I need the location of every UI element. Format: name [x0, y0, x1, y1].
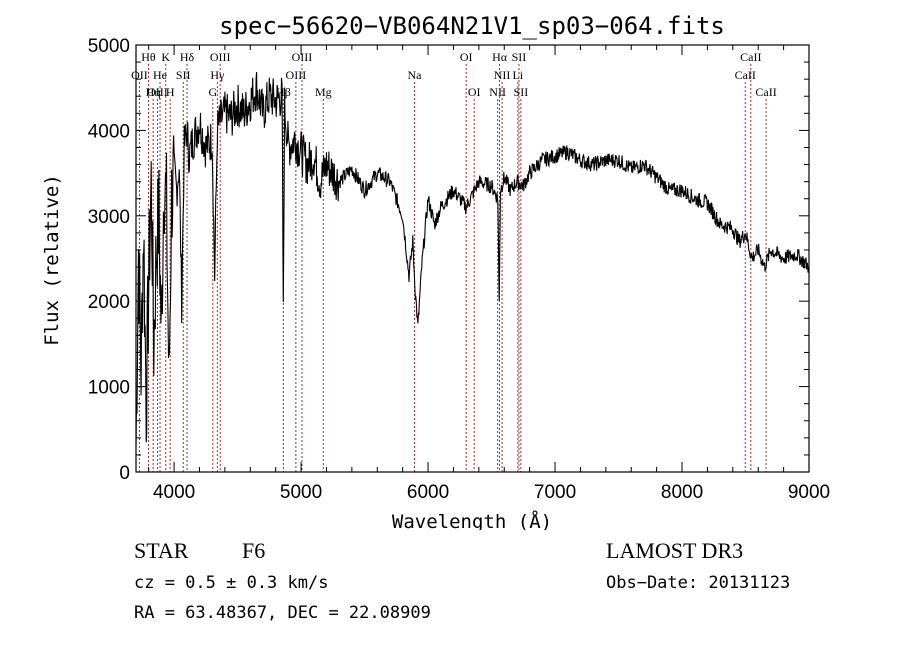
line-label: CaII — [740, 50, 761, 64]
line-label: Na — [407, 68, 422, 82]
y-axis-label: Flux (relative) — [41, 174, 63, 346]
x-tick-label: 8000 — [661, 482, 703, 503]
y-tick-label: 3000 — [88, 207, 130, 228]
line-label: G — [208, 85, 217, 99]
line-label: OI — [468, 85, 481, 99]
y-tick-label: 1000 — [88, 378, 130, 399]
line-label: CaII — [755, 85, 776, 99]
line-label: K — [161, 50, 170, 64]
x-tick-label: 7000 — [534, 482, 576, 503]
object-class: STAR — [134, 538, 189, 563]
y-tick-label: 5000 — [88, 36, 130, 57]
line-label: OIII — [286, 68, 307, 82]
line-label: He — [153, 68, 167, 82]
plot-frame — [135, 44, 810, 473]
line-label: Hγ — [210, 68, 225, 82]
x-tick-label: 4000 — [153, 482, 195, 503]
y-tick-label: 4000 — [88, 121, 130, 142]
line-label: H — [166, 85, 175, 99]
x-tick-label: 5000 — [280, 482, 322, 503]
x-tick-label: 6000 — [407, 482, 449, 503]
line-label: Li — [512, 68, 523, 82]
line-label: OIII — [292, 50, 313, 64]
axes — [135, 44, 810, 473]
spectrum-line — [135, 72, 810, 448]
line-label: OI — [460, 50, 473, 64]
x-axis-label: Wavelength (Å) — [392, 510, 552, 530]
line-label: SII — [512, 50, 527, 64]
line-label: Mg — [315, 85, 332, 99]
line-label: SII — [176, 68, 191, 82]
line-label: NII — [494, 68, 511, 82]
object-subclass: F6 — [242, 538, 266, 563]
y-tick-label: 2000 — [88, 292, 130, 313]
line-label: Hη — [146, 85, 161, 99]
line-label: NII — [489, 85, 506, 99]
spectrum-series — [135, 72, 810, 448]
line-label: Hδ — [180, 50, 195, 64]
x-tick-label: 9000 — [788, 482, 830, 503]
survey-release: LAMOST DR3 — [606, 538, 744, 563]
line-label: SII — [514, 85, 529, 99]
redshift-velocity: cz = 0.5 ± 0.3 km/s — [134, 573, 329, 593]
ticks: 4000 5000 6000 7000 8000 9000 0 1000 2000 3000 400… — [88, 36, 830, 503]
line-label: Hα — [492, 50, 508, 64]
observation-date: Obs−Date: 20131123 — [606, 573, 791, 593]
chart-title: spec−56620−VB064N21V1_sp03−064.fits — [219, 12, 725, 40]
spectrum-chart: spec−56620−VB064N21V1_sp03−064.fits OII H… — [41, 12, 830, 530]
line-label: OIII — [210, 50, 231, 64]
line-label: OIII — [147, 85, 168, 99]
y-tick-label: 0 — [119, 463, 130, 484]
line-label: OII — [131, 68, 148, 82]
line-label: Hθ — [141, 50, 156, 64]
sky-coordinates: RA = 63.48367, DEC = 22.08909 — [134, 603, 431, 623]
line-label: CaII — [735, 68, 756, 82]
